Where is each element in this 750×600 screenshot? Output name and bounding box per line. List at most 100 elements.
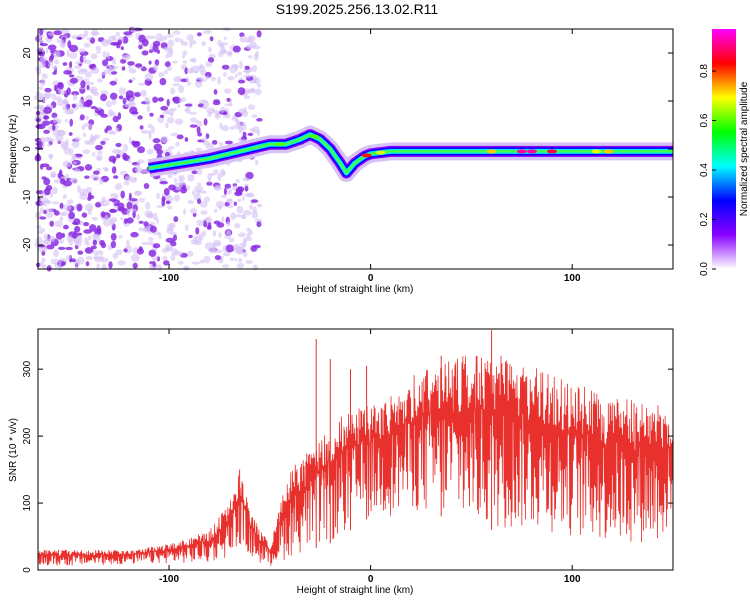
- noise-blob: [80, 68, 88, 73]
- noise-blob: [117, 260, 126, 266]
- noise-blob: [36, 225, 42, 229]
- noise-blob: [162, 110, 170, 115]
- noise-blob: [112, 60, 116, 65]
- noise-blob: [55, 134, 64, 143]
- noise-blob: [38, 86, 44, 90]
- noise-blob: [56, 129, 65, 137]
- noise-blob: [218, 205, 222, 210]
- noise-blob: [40, 56, 47, 63]
- noise-blob: [79, 188, 88, 197]
- noise-blob: [71, 103, 77, 109]
- noise-blob: [237, 87, 246, 95]
- noise-blob: [237, 198, 242, 202]
- noise-blob: [166, 33, 174, 38]
- noise-blob: [83, 59, 92, 65]
- noise-blob: [236, 205, 244, 214]
- noise-blob: [178, 97, 186, 103]
- y-tick-label: -20: [22, 237, 33, 252]
- x-tick-label: 100: [564, 574, 581, 585]
- noise-blob: [239, 122, 247, 127]
- noise-blob: [172, 60, 178, 64]
- noise-blob: [211, 140, 218, 145]
- noise-blob: [246, 192, 255, 198]
- noise-blob: [205, 133, 210, 139]
- noise-blob: [63, 98, 68, 107]
- noise-blob: [64, 119, 69, 123]
- noise-blob: [73, 161, 77, 165]
- noise-blob: [73, 65, 82, 69]
- noise-blob: [251, 45, 261, 50]
- x-tick-label: 0: [368, 273, 374, 284]
- noise-blob: [51, 186, 58, 195]
- noise-blob: [200, 210, 208, 215]
- noise-blob: [253, 53, 259, 61]
- noise-blob: [201, 41, 206, 47]
- noise-blob: [197, 132, 203, 137]
- noise-blob: [256, 118, 263, 122]
- noise-blob: [163, 260, 170, 266]
- noise-blob: [136, 213, 140, 221]
- noise-blob: [239, 60, 243, 69]
- noise-blob: [197, 103, 204, 108]
- noise-blob: [248, 79, 257, 84]
- noise-blob: [145, 35, 151, 40]
- noise-blob: [111, 166, 117, 174]
- noise-blob: [123, 248, 128, 253]
- noise-blob: [156, 217, 159, 225]
- noise-blob: [188, 234, 193, 239]
- noise-blob: [159, 77, 167, 86]
- noise-blob: [90, 245, 98, 250]
- noise-blob: [187, 250, 194, 257]
- noise-blob: [36, 123, 46, 130]
- noise-blob: [238, 79, 246, 84]
- noise-blob: [116, 154, 121, 159]
- noise-blob: [149, 112, 154, 117]
- noise-blob: [49, 153, 53, 160]
- y-tick-label: 200: [22, 427, 33, 444]
- noise-blob: [166, 98, 170, 107]
- noise-blob: [227, 75, 235, 81]
- noise-blob: [90, 133, 94, 142]
- noise-blob: [39, 93, 45, 100]
- noise-blob: [53, 210, 60, 216]
- noise-blob: [232, 45, 241, 53]
- noise-blob: [100, 257, 109, 263]
- noise-blob: [76, 232, 83, 236]
- noise-blob: [146, 148, 154, 155]
- y-tick-label: -10: [22, 189, 33, 204]
- noise-blob: [93, 170, 100, 175]
- noise-blob: [53, 30, 62, 36]
- noise-blob: [207, 173, 212, 180]
- colorbar-ticks: 0.0 0.2 0.4 0.6 0.8: [699, 64, 716, 276]
- noise-blob: [66, 235, 74, 242]
- noise-blob: [67, 40, 72, 49]
- noise-blob: [59, 216, 64, 222]
- noise-blob: [227, 198, 234, 205]
- noise-blob: [225, 229, 232, 237]
- noise-blob: [40, 207, 44, 215]
- noise-blob: [148, 249, 156, 257]
- noise-blob: [153, 143, 162, 152]
- noise-blob: [235, 179, 240, 183]
- noise-blob: [224, 183, 232, 189]
- noise-blob: [176, 134, 184, 140]
- noise-blob: [252, 264, 258, 271]
- noise-blob: [101, 71, 106, 76]
- noise-blob: [168, 146, 175, 150]
- spectrogram-x-ticks: -100 0 100: [159, 29, 581, 284]
- noise-blob: [116, 41, 121, 49]
- noise-blob: [69, 148, 74, 157]
- noise-blob: [189, 42, 193, 48]
- noise-blob: [58, 89, 67, 95]
- noise-blob: [39, 193, 47, 197]
- noise-blob: [235, 120, 241, 125]
- noise-blob: [89, 88, 97, 93]
- noise-blob: [138, 44, 143, 50]
- noise-blob: [43, 177, 51, 186]
- noise-blob: [76, 203, 83, 212]
- noise-blob: [132, 210, 136, 219]
- noise-blob: [221, 125, 229, 132]
- noise-blob: [79, 220, 84, 225]
- noise-blob: [201, 106, 208, 110]
